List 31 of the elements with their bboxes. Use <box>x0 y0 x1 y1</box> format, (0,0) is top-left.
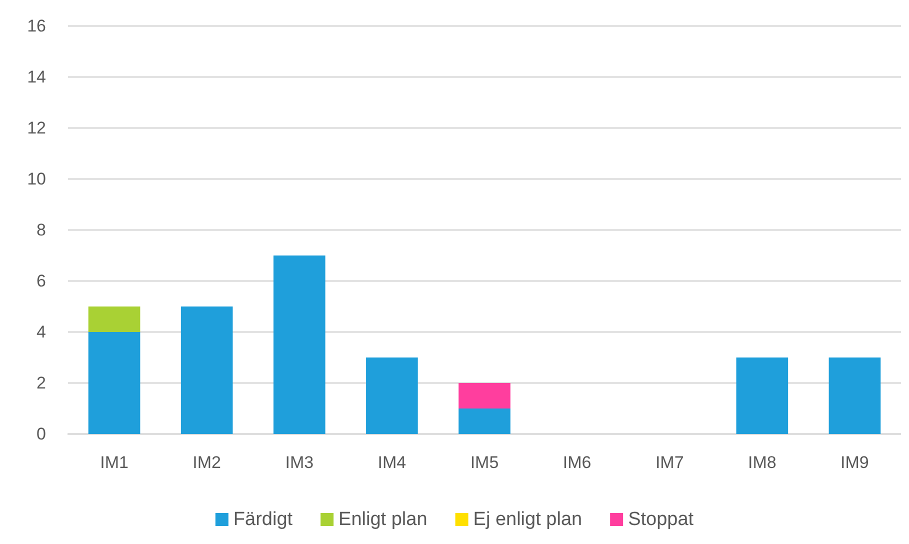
x-tick-label: IM9 <box>840 453 869 472</box>
legend-label: Färdigt <box>233 509 294 530</box>
bar <box>828 358 881 434</box>
y-tick-label: 6 <box>36 272 46 290</box>
y-tick-label: 2 <box>36 374 46 392</box>
x-tick-label: IM4 <box>378 453 406 472</box>
bar <box>458 408 510 434</box>
bar <box>736 358 788 434</box>
legend-label: Enligt plan <box>338 509 428 530</box>
y-tick-label: 12 <box>27 118 46 138</box>
bar <box>180 306 233 434</box>
x-tick-label: IM8 <box>748 453 776 472</box>
bar <box>458 383 510 408</box>
bar <box>88 306 140 332</box>
x-tick-label: IM7 <box>655 453 684 472</box>
x-tick-label: IM2 <box>192 453 222 472</box>
x-tick-label: IM1 <box>100 453 128 472</box>
x-tick-label: IM3 <box>285 453 314 472</box>
x-tick-label: IM6 <box>562 453 592 472</box>
bar <box>273 256 326 434</box>
y-tick-label: 10 <box>27 170 46 188</box>
y-tick-label: 0 <box>36 424 46 444</box>
y-tick-label: 14 <box>27 68 46 86</box>
legend-label: Ej enligt plan <box>473 509 582 530</box>
x-tick-label: IM5 <box>470 453 499 472</box>
y-tick-label: 16 <box>27 16 46 36</box>
y-tick-label: 4 <box>36 322 46 342</box>
legend-label: Stoppat <box>628 509 694 530</box>
y-tick-label: 8 <box>36 220 46 240</box>
bar <box>366 358 418 434</box>
bar <box>88 332 140 434</box>
